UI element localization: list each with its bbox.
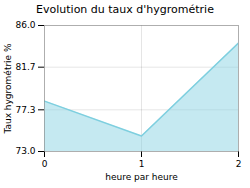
svg-text:81.7: 81.7 — [15, 62, 35, 72]
svg-text:1: 1 — [139, 159, 145, 169]
html-text:Evolution du taux d'hygrométri: Evolution du taux d'hygrométrie — [36, 3, 214, 16]
svg-text:Taux hygrométrie %: Taux hygrométrie % — [3, 43, 13, 135]
svg-text:73.0: 73.0 — [15, 146, 35, 156]
svg-text:77.3: 77.3 — [15, 105, 35, 115]
svg-text:86.0: 86.0 — [15, 20, 35, 30]
svg-text:heure par heure: heure par heure — [105, 172, 178, 182]
svg-text:0: 0 — [42, 159, 48, 169]
svg-text:2: 2 — [236, 159, 242, 169]
